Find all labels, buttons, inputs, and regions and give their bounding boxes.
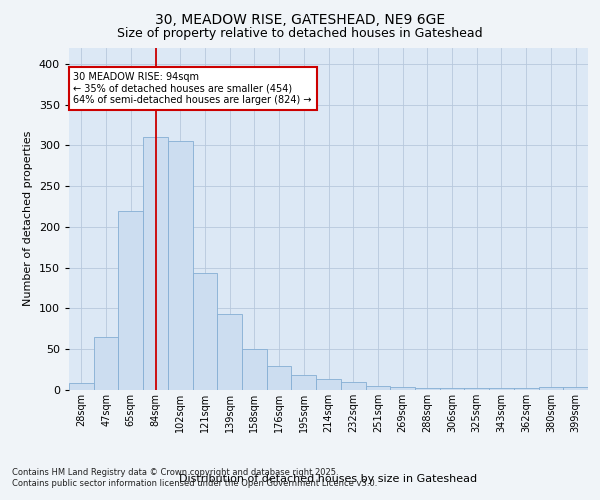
Bar [464,388,489,390]
Bar [267,366,292,390]
Bar [390,386,415,390]
Bar [292,374,316,390]
Text: 30, MEADOW RISE, GATESHEAD, NE9 6GE: 30, MEADOW RISE, GATESHEAD, NE9 6GE [155,12,445,26]
Bar [539,386,563,390]
Text: Size of property relative to detached houses in Gateshead: Size of property relative to detached ho… [117,28,483,40]
Text: Contains HM Land Registry data © Crown copyright and database right 2025.
Contai: Contains HM Land Registry data © Crown c… [12,468,377,487]
Bar [341,382,365,390]
Bar [440,388,464,390]
X-axis label: Distribution of detached houses by size in Gateshead: Distribution of detached houses by size … [179,474,478,484]
Bar [415,388,440,390]
Bar [489,388,514,390]
Text: 30 MEADOW RISE: 94sqm
← 35% of detached houses are smaller (454)
64% of semi-det: 30 MEADOW RISE: 94sqm ← 35% of detached … [73,72,312,105]
Bar [118,210,143,390]
Bar [563,386,588,390]
Bar [217,314,242,390]
Bar [242,349,267,390]
Bar [193,274,217,390]
Bar [94,337,118,390]
Bar [143,137,168,390]
Bar [316,378,341,390]
Bar [514,388,539,390]
Bar [168,142,193,390]
Bar [69,384,94,390]
Y-axis label: Number of detached properties: Number of detached properties [23,131,33,306]
Bar [365,386,390,390]
